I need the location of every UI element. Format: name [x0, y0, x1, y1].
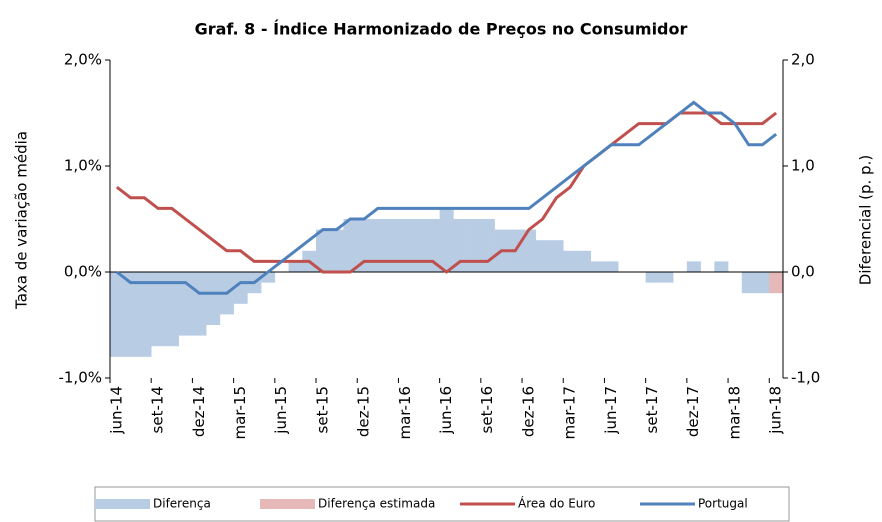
x-tick-label: dez-17: [684, 386, 702, 437]
bar: [288, 261, 303, 272]
bar: [563, 250, 578, 272]
x-tick-label: dez-14: [190, 386, 208, 437]
bar: [164, 272, 179, 347]
bar: [384, 219, 399, 272]
bar: [659, 272, 674, 283]
bar: [453, 219, 468, 272]
bar: [741, 272, 756, 294]
bar: [370, 219, 385, 272]
x-tick-label: mar-17: [561, 386, 579, 440]
bar: [769, 272, 784, 294]
bar: [233, 272, 248, 304]
x-tick-label: dez-16: [519, 386, 537, 437]
x-tick-label: set-16: [478, 386, 496, 433]
bar: [206, 272, 221, 325]
bar: [467, 219, 482, 272]
bar: [343, 219, 358, 272]
bar: [590, 261, 605, 272]
y-tick-label: 1,0%: [64, 157, 102, 175]
x-tick-label: set-14: [149, 386, 167, 433]
y2-tick-label: -1,0: [791, 369, 820, 387]
x-tick-label: dez-15: [355, 386, 373, 437]
y-tick-label: -1,0%: [58, 369, 102, 387]
bar: [137, 272, 152, 357]
y-tick-label: 0,0%: [64, 263, 102, 281]
bar: [522, 229, 537, 272]
y-axis-label: Taxa de variação média: [13, 131, 31, 310]
bar: [357, 219, 372, 272]
bar: [425, 219, 440, 272]
bar: [110, 272, 125, 357]
y2-tick-label: 1,0: [791, 157, 815, 175]
bar: [178, 272, 193, 336]
bar: [645, 272, 660, 283]
bar: [412, 219, 427, 272]
chart-title: Graf. 8 - Índice Harmonizado de Preços n…: [195, 20, 688, 39]
line: [115, 100, 778, 295]
bar: [549, 240, 564, 272]
bar: [398, 219, 413, 272]
legend-label: Diferença: [153, 497, 211, 511]
legend-label: Portugal: [698, 497, 748, 511]
legend-label: Área do Euro: [518, 496, 595, 511]
legend-swatch: [95, 499, 150, 509]
bar: [123, 272, 138, 357]
bar: [480, 219, 495, 272]
bar: [329, 229, 344, 272]
bar: [576, 250, 592, 272]
x-tick-label: jun-16: [437, 386, 455, 435]
bar: [151, 272, 166, 347]
bar: [316, 229, 331, 272]
x-tick-label: jun-15: [272, 386, 290, 435]
bar: [192, 272, 207, 336]
y-tick-label: 2,0%: [64, 51, 102, 69]
x-tick-label: set-15: [313, 386, 331, 433]
bar: [261, 272, 276, 283]
bar: [604, 261, 619, 272]
bar: [439, 208, 454, 272]
legend-label: Diferença estimada: [318, 497, 435, 511]
bar: [686, 261, 701, 272]
x-tick-label: mar-18: [725, 386, 743, 440]
y2-tick-label: 0,0: [791, 263, 815, 281]
bar: [755, 272, 770, 294]
x-tick-label: mar-15: [231, 386, 249, 440]
legend-swatch: [260, 499, 315, 509]
x-tick-label: jun-18: [767, 386, 785, 435]
x-tick-label: jun-17: [602, 386, 620, 435]
x-tick-label: jun-14: [107, 386, 125, 435]
y2-axis-label: Diferencial (p. p.): [857, 155, 875, 285]
bar: [714, 261, 729, 272]
x-tick-label: mar-16: [396, 386, 414, 440]
y2-tick-label: 2,0: [791, 51, 815, 69]
bar: [535, 240, 550, 272]
x-tick-label: set-17: [643, 386, 661, 433]
